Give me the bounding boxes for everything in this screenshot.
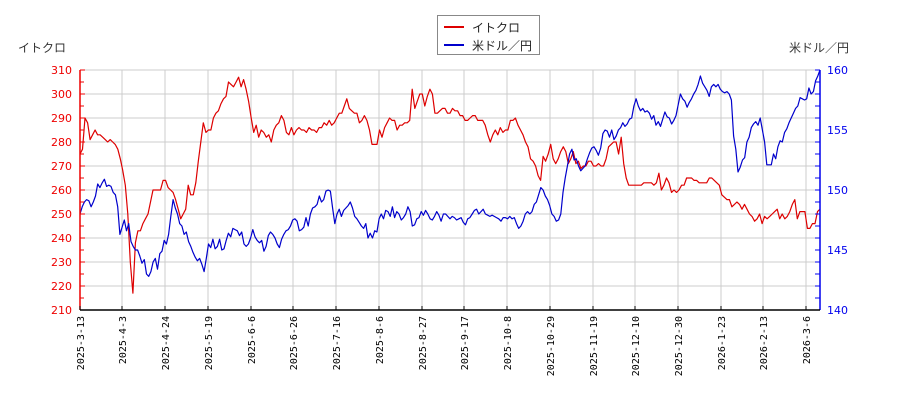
- svg-text:280: 280: [51, 136, 72, 149]
- svg-text:2025-6-26: 2025-6-26: [289, 316, 300, 370]
- legend-label: 米ドル／円: [472, 38, 533, 53]
- svg-text:155: 155: [827, 124, 848, 137]
- legend: イトクロ 米ドル／円: [437, 15, 540, 55]
- left-axis-title: イトクロ: [18, 41, 67, 55]
- svg-text:2025-3-13: 2025-3-13: [76, 316, 87, 370]
- svg-text:2025-5-19: 2025-5-19: [204, 316, 215, 370]
- svg-text:210: 210: [51, 304, 72, 317]
- svg-text:2026-2-13: 2026-2-13: [759, 316, 770, 370]
- svg-text:2025-12-30: 2025-12-30: [674, 316, 685, 376]
- svg-text:2025-6-6: 2025-6-6: [247, 316, 258, 364]
- svg-text:2025-8-27: 2025-8-27: [418, 316, 429, 370]
- svg-text:270: 270: [51, 160, 72, 173]
- svg-text:240: 240: [51, 232, 72, 245]
- svg-text:145: 145: [827, 244, 848, 257]
- legend-label: イトクロ: [472, 20, 521, 35]
- svg-text:150: 150: [827, 184, 848, 197]
- left-y-axis: 210 220 230 240 250 260 270 280 290 300 310: [51, 64, 85, 317]
- svg-text:2025-4-3: 2025-4-3: [118, 316, 129, 364]
- svg-text:260: 260: [51, 184, 72, 197]
- svg-text:2025-4-24: 2025-4-24: [161, 316, 172, 370]
- svg-text:290: 290: [51, 112, 72, 125]
- right-axis-title: 米ドル／円: [789, 41, 850, 55]
- right-y-axis: 140 145 150 155 160: [815, 64, 848, 317]
- svg-text:2026-3-6: 2026-3-6: [802, 316, 813, 364]
- svg-text:2025-8-6: 2025-8-6: [375, 316, 386, 364]
- svg-text:140: 140: [827, 304, 848, 317]
- svg-text:300: 300: [51, 88, 72, 101]
- svg-text:2025-10-8: 2025-10-8: [503, 316, 514, 370]
- svg-text:310: 310: [51, 64, 72, 77]
- x-axis: 2025-3-13 2025-4-3 2025-4-24 2025-5-19 2025-…: [76, 306, 820, 376]
- svg-text:2025-10-29: 2025-10-29: [546, 316, 557, 376]
- svg-text:220: 220: [51, 280, 72, 293]
- legend-swatch-blue: [444, 44, 464, 46]
- svg-text:160: 160: [827, 64, 848, 77]
- legend-item-usdjpy: 米ドル／円: [444, 37, 532, 53]
- svg-text:2026-1-23: 2026-1-23: [717, 316, 728, 370]
- svg-text:2025-11-19: 2025-11-19: [589, 316, 600, 376]
- svg-text:2025-7-16: 2025-7-16: [332, 316, 343, 370]
- legend-swatch-red: [444, 26, 464, 28]
- svg-text:250: 250: [51, 208, 72, 221]
- svg-text:2025-9-17: 2025-9-17: [460, 316, 471, 370]
- series-itokuro-line: [79, 76, 821, 294]
- svg-text:2025-12-10: 2025-12-10: [631, 316, 642, 376]
- series-usdjpy-line: [79, 69, 821, 277]
- grid-lines: [80, 69, 820, 310]
- svg-text:230: 230: [51, 256, 72, 269]
- legend-item-itokuro: イトクロ: [444, 19, 520, 35]
